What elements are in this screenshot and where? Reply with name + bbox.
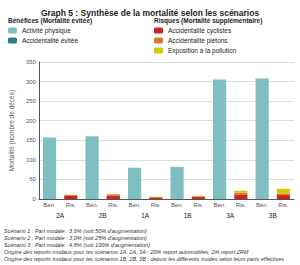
svg-text:Accidentalité cyclistes: Accidentalité cyclistes: [168, 27, 232, 35]
svg-text:2B: 2B: [99, 212, 107, 219]
svg-text:Ris.: Ris.: [193, 202, 204, 208]
svg-text:3B: 3B: [269, 212, 277, 219]
svg-text:50: 50: [29, 176, 36, 182]
svg-text:Bén.: Bén.: [256, 202, 269, 208]
svg-text:Origine des reports modaux pou: Origine des reports modaux pour les scén…: [4, 256, 284, 262]
svg-text:3A: 3A: [226, 212, 235, 219]
svg-text:Bénéfices (Mortalité évitée): Bénéfices (Mortalité évitée): [8, 17, 92, 25]
svg-text:Mortalité (nombre de décès): Mortalité (nombre de décès): [8, 90, 16, 171]
svg-text:Bén.: Bén.: [86, 202, 99, 208]
svg-text:100: 100: [26, 157, 37, 163]
svg-text:Risques (Mortalité supplémenta: Risques (Mortalité supplémentaire): [154, 17, 262, 25]
svg-text:Ris.: Ris.: [236, 202, 247, 208]
svg-text:Ris.: Ris.: [66, 202, 77, 208]
svg-text:Bén.: Bén.: [213, 202, 226, 208]
svg-text:Accidentalité piétons: Accidentalité piétons: [168, 37, 228, 45]
svg-text:Ris.: Ris.: [108, 202, 119, 208]
svg-text:Scénario 1 : Part modale : 3,6: Scénario 1 : Part modale : 3,6% (soit 50…: [4, 228, 147, 234]
svg-text:150: 150: [26, 137, 37, 143]
svg-text:Accidentalité évitée: Accidentalité évitée: [22, 37, 78, 44]
svg-text:200: 200: [26, 118, 37, 124]
svg-text:Activité physique: Activité physique: [22, 27, 71, 35]
svg-text:250: 250: [26, 98, 37, 104]
svg-text:300: 300: [26, 79, 37, 85]
svg-text:Bén.: Bén.: [171, 202, 184, 208]
svg-text:350: 350: [26, 59, 37, 65]
svg-text:Ris.: Ris.: [151, 202, 162, 208]
svg-text:Scénario 3 : Part modale : 4,8: Scénario 3 : Part modale : 4,8% (soit 10…: [4, 242, 150, 248]
svg-text:1A: 1A: [141, 212, 150, 219]
svg-text:Bén.: Bén.: [128, 202, 141, 208]
svg-text:Ris.: Ris.: [278, 202, 289, 208]
svg-text:1B: 1B: [184, 212, 192, 219]
svg-text:0: 0: [33, 196, 37, 202]
svg-text:2A: 2A: [56, 212, 65, 219]
svg-text:Scénario 2 : Part modale : 3,0: Scénario 2 : Part modale : 3,0% (soit 25…: [4, 235, 147, 241]
svg-text:Graph 5 : Synthèse de la morta: Graph 5 : Synthèse de la mortalité selon…: [41, 8, 260, 18]
svg-text:Bén.: Bén.: [43, 202, 56, 208]
svg-text:Exposition à la pollution: Exposition à la pollution: [168, 47, 237, 55]
svg-text:Origine des reports modaux pou: Origine des reports modaux pour les scén…: [4, 249, 249, 255]
